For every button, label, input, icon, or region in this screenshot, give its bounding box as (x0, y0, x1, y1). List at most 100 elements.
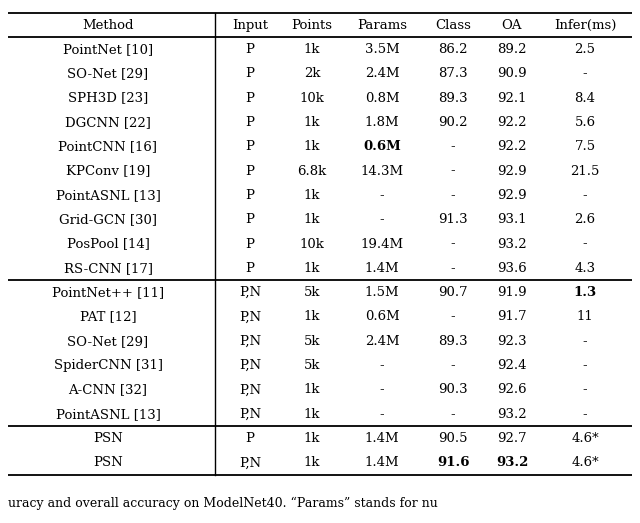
Text: 92.1: 92.1 (497, 92, 527, 105)
Text: 4.6*: 4.6* (571, 432, 599, 445)
Text: -: - (451, 237, 455, 251)
Text: 1k: 1k (304, 432, 320, 445)
Text: DGCNN [22]: DGCNN [22] (65, 116, 151, 129)
Text: Method: Method (83, 19, 134, 32)
Text: -: - (582, 67, 588, 81)
Text: 1k: 1k (304, 116, 320, 129)
Text: -: - (582, 189, 588, 202)
Text: OA: OA (502, 19, 522, 32)
Text: 5.6: 5.6 (575, 116, 596, 129)
Text: 89.3: 89.3 (438, 92, 468, 105)
Text: 90.2: 90.2 (438, 116, 468, 129)
Text: 2.4M: 2.4M (365, 67, 399, 81)
Text: 93.1: 93.1 (497, 213, 527, 226)
Text: 14.3M: 14.3M (360, 165, 404, 177)
Text: P,N: P,N (239, 286, 261, 299)
Text: 92.9: 92.9 (497, 189, 527, 202)
Text: 0.8M: 0.8M (365, 92, 399, 105)
Text: -: - (451, 189, 455, 202)
Text: -: - (380, 189, 384, 202)
Text: 93.6: 93.6 (497, 262, 527, 275)
Text: 1k: 1k (304, 43, 320, 56)
Text: 89.2: 89.2 (497, 43, 527, 56)
Text: -: - (451, 408, 455, 420)
Text: -: - (582, 359, 588, 372)
Text: 1.4M: 1.4M (365, 457, 399, 469)
Text: PointASNL [13]: PointASNL [13] (56, 408, 161, 420)
Text: SO-Net [29]: SO-Net [29] (67, 335, 148, 348)
Text: 1.4M: 1.4M (365, 432, 399, 445)
Text: 6.8k: 6.8k (298, 165, 326, 177)
Text: 93.2: 93.2 (497, 237, 527, 251)
Text: P,N: P,N (239, 335, 261, 348)
Text: 1.4M: 1.4M (365, 262, 399, 275)
Text: 86.2: 86.2 (438, 43, 468, 56)
Text: 92.6: 92.6 (497, 383, 527, 396)
Text: SPH3D [23]: SPH3D [23] (68, 92, 148, 105)
Text: 2k: 2k (304, 67, 320, 81)
Text: 7.5: 7.5 (575, 140, 596, 153)
Text: 90.7: 90.7 (438, 286, 468, 299)
Text: P,N: P,N (239, 359, 261, 372)
Text: 87.3: 87.3 (438, 67, 468, 81)
Text: 90.5: 90.5 (438, 432, 468, 445)
Text: P,N: P,N (239, 457, 261, 469)
Text: 2.4M: 2.4M (365, 335, 399, 348)
Text: 4.3: 4.3 (575, 262, 596, 275)
Text: -: - (380, 408, 384, 420)
Text: 90.9: 90.9 (497, 67, 527, 81)
Text: uracy and overall accuracy on ModelNet40. “Params” stands for nu: uracy and overall accuracy on ModelNet40… (8, 497, 438, 510)
Text: P,N: P,N (239, 311, 261, 323)
Text: -: - (582, 335, 588, 348)
Text: -: - (380, 213, 384, 226)
Text: 10k: 10k (300, 92, 324, 105)
Text: 3.5M: 3.5M (365, 43, 399, 56)
Text: 0.6M: 0.6M (363, 140, 401, 153)
Text: -: - (380, 359, 384, 372)
Text: 1k: 1k (304, 311, 320, 323)
Text: 89.3: 89.3 (438, 335, 468, 348)
Text: 4.6*: 4.6* (571, 457, 599, 469)
Text: -: - (582, 383, 588, 396)
Text: P: P (246, 92, 255, 105)
Text: PointNet++ [11]: PointNet++ [11] (52, 286, 164, 299)
Text: -: - (451, 359, 455, 372)
Text: KPConv [19]: KPConv [19] (66, 165, 150, 177)
Text: 91.7: 91.7 (497, 311, 527, 323)
Text: -: - (380, 383, 384, 396)
Text: 1k: 1k (304, 213, 320, 226)
Text: -: - (582, 408, 588, 420)
Text: 11: 11 (577, 311, 593, 323)
Text: 1.5M: 1.5M (365, 286, 399, 299)
Text: -: - (451, 262, 455, 275)
Text: 93.2: 93.2 (496, 457, 528, 469)
Text: P: P (246, 213, 255, 226)
Text: 92.2: 92.2 (497, 140, 527, 153)
Text: Grid-GCN [30]: Grid-GCN [30] (59, 213, 157, 226)
Text: P: P (246, 165, 255, 177)
Text: 5k: 5k (304, 286, 320, 299)
Text: PosPool [14]: PosPool [14] (67, 237, 149, 251)
Text: 0.6M: 0.6M (365, 311, 399, 323)
Text: 91.3: 91.3 (438, 213, 468, 226)
Text: 8.4: 8.4 (575, 92, 595, 105)
Text: P: P (246, 189, 255, 202)
Text: P: P (246, 116, 255, 129)
Text: Params: Params (357, 19, 407, 32)
Text: P: P (246, 67, 255, 81)
Text: 2.6: 2.6 (575, 213, 596, 226)
Text: 5k: 5k (304, 359, 320, 372)
Text: Input: Input (232, 19, 268, 32)
Text: -: - (451, 165, 455, 177)
Text: Points: Points (291, 19, 333, 32)
Text: A-CNN [32]: A-CNN [32] (68, 383, 147, 396)
Text: -: - (451, 140, 455, 153)
Text: 19.4M: 19.4M (360, 237, 404, 251)
Text: 91.9: 91.9 (497, 286, 527, 299)
Text: 1k: 1k (304, 140, 320, 153)
Text: P: P (246, 43, 255, 56)
Text: 1.3: 1.3 (573, 286, 596, 299)
Text: Class: Class (435, 19, 471, 32)
Text: P: P (246, 262, 255, 275)
Text: Infer(ms): Infer(ms) (554, 19, 616, 32)
